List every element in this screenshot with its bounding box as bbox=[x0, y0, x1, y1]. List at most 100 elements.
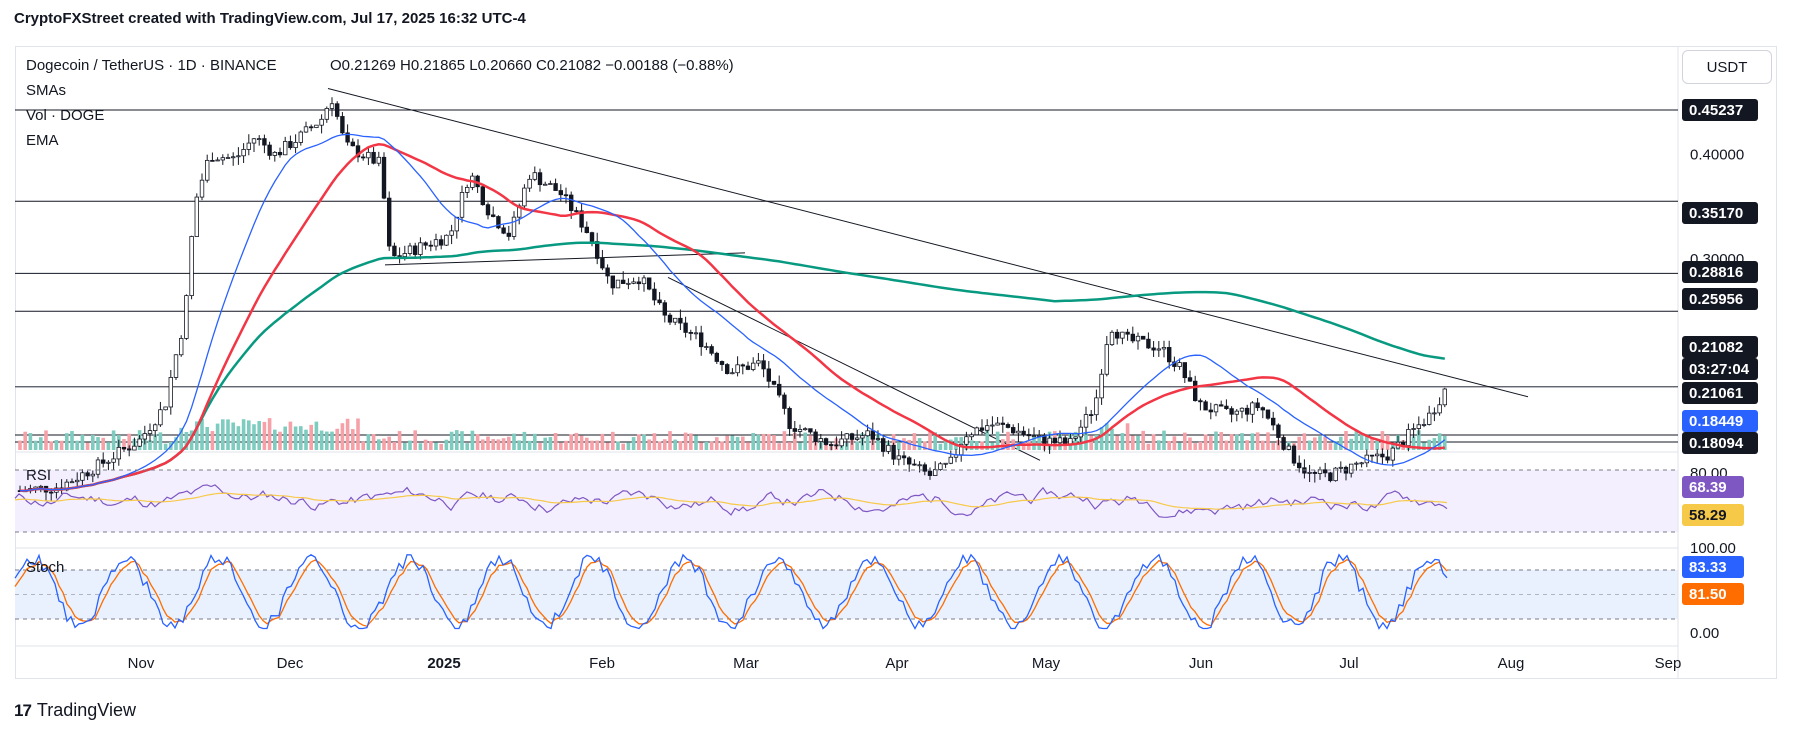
volume-bar bbox=[148, 440, 152, 450]
stoch-value-label: 81.50 bbox=[1689, 586, 1727, 603]
volume-bar bbox=[1339, 436, 1343, 450]
volume-bar bbox=[23, 431, 27, 450]
candle-body bbox=[1385, 456, 1390, 461]
volume-bar bbox=[517, 440, 521, 450]
candle-body bbox=[334, 103, 340, 117]
stoch-value-box bbox=[1682, 583, 1744, 605]
volume-bar bbox=[917, 438, 922, 450]
candle-body bbox=[1000, 422, 1005, 425]
candle-body bbox=[1021, 430, 1026, 435]
candle-body bbox=[314, 124, 319, 128]
volume-bar bbox=[226, 419, 230, 450]
volume-bar bbox=[938, 443, 943, 450]
volume-bar bbox=[715, 437, 719, 450]
legend-smas[interactable]: SMAs bbox=[26, 82, 66, 99]
price-label-text: 0.35170 bbox=[1689, 205, 1743, 222]
price-label-text: 03:27:04 bbox=[1689, 361, 1750, 378]
volume-bar bbox=[262, 421, 267, 450]
candle-body bbox=[392, 245, 397, 257]
candle-body bbox=[610, 275, 615, 289]
volume-bar bbox=[1006, 431, 1010, 450]
volume-bar bbox=[330, 431, 334, 450]
volume-bar bbox=[1297, 436, 1301, 450]
candle-body bbox=[647, 277, 652, 290]
candle-body bbox=[277, 151, 283, 156]
volume-bar bbox=[1328, 443, 1333, 450]
stoch-pane: 100.00 0.00 83.33 81.50 bbox=[14, 540, 1744, 642]
rsi-title[interactable]: RSI bbox=[26, 467, 51, 484]
volume-bar bbox=[678, 441, 683, 450]
candle-body bbox=[1109, 331, 1115, 346]
volume-bar bbox=[392, 442, 397, 450]
candle-body bbox=[168, 377, 173, 408]
candle-body bbox=[381, 156, 387, 199]
candle-body bbox=[548, 183, 553, 185]
volume-bar bbox=[1073, 431, 1078, 450]
time-tick-label: 2025 bbox=[427, 655, 460, 672]
candle-body bbox=[210, 159, 215, 162]
stoch-title[interactable]: Stoch bbox=[26, 559, 64, 576]
candle-body bbox=[943, 462, 948, 465]
candle-body bbox=[90, 473, 95, 477]
volume-bar bbox=[1136, 435, 1140, 450]
volume-bar bbox=[943, 439, 948, 450]
candle-body bbox=[808, 428, 813, 433]
candle-body bbox=[1135, 335, 1141, 342]
candle-body bbox=[1369, 454, 1375, 457]
candle-body bbox=[1011, 427, 1016, 434]
volume-bar bbox=[1313, 437, 1317, 450]
candle-body bbox=[1063, 437, 1068, 445]
candle-body bbox=[553, 183, 558, 191]
volume-bar bbox=[236, 426, 241, 450]
candle-body bbox=[1281, 437, 1286, 450]
candle-body bbox=[1099, 373, 1104, 399]
candle-body bbox=[1130, 333, 1135, 342]
volume-bar bbox=[1219, 432, 1223, 450]
candle-body bbox=[782, 394, 787, 409]
candle-body bbox=[1432, 412, 1437, 415]
candle-body bbox=[1016, 430, 1021, 434]
candle-body bbox=[303, 126, 309, 133]
legend-ema[interactable]: EMA bbox=[26, 132, 59, 149]
candle-body bbox=[979, 427, 985, 431]
volume-bar bbox=[278, 431, 282, 450]
currency-selector[interactable]: USDT bbox=[1682, 50, 1772, 84]
candle-body bbox=[1120, 331, 1125, 339]
candle-body bbox=[319, 118, 324, 126]
candle-body bbox=[184, 295, 189, 339]
candle-body bbox=[636, 281, 641, 285]
candle-body bbox=[423, 242, 428, 246]
volume-bar bbox=[642, 434, 646, 450]
volume-bar bbox=[335, 428, 339, 450]
volume-bar bbox=[548, 437, 553, 450]
time-tick-label: Apr bbox=[885, 655, 908, 672]
candle-body bbox=[948, 456, 953, 464]
volume-bar bbox=[1209, 436, 1213, 450]
legend-volume[interactable]: Vol · DOGE bbox=[26, 107, 104, 124]
candle-body bbox=[454, 216, 459, 232]
stoch-k-line bbox=[14, 553, 1448, 630]
candle-body bbox=[818, 438, 823, 442]
candle-body bbox=[236, 155, 241, 158]
volume-bar bbox=[595, 440, 599, 450]
volume-bar bbox=[600, 433, 605, 450]
symbol-title[interactable]: Dogecoin / TetherUS · 1D · BINANCE bbox=[26, 57, 277, 74]
candle-body bbox=[1359, 462, 1364, 465]
candle-body bbox=[1328, 472, 1333, 482]
volume-bar bbox=[1307, 440, 1312, 450]
volume-bar bbox=[1266, 432, 1270, 450]
volume-bar bbox=[85, 442, 90, 450]
candle-body bbox=[615, 279, 621, 289]
candle-body bbox=[80, 472, 85, 481]
volume-bar bbox=[543, 437, 547, 450]
candle-body bbox=[1083, 414, 1089, 428]
volume-bar bbox=[1094, 434, 1099, 450]
candle-body bbox=[688, 332, 693, 334]
volume-bar bbox=[631, 437, 636, 450]
volume-bar bbox=[1255, 432, 1260, 450]
candle-body bbox=[1442, 388, 1447, 406]
candle-body bbox=[267, 144, 272, 156]
volume-bar bbox=[657, 441, 662, 450]
ohlc-readout: O0.21269 H0.21865 L0.20660 C0.21082 −0.0… bbox=[330, 57, 734, 74]
